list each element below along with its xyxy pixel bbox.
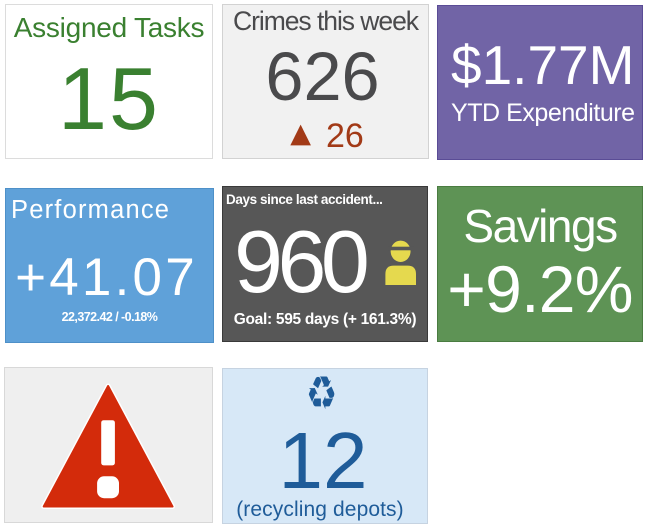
recycle-icon: ♻ [306,365,338,420]
card-savings[interactable]: Savings +9.2% [437,186,643,342]
savings-title: Savings [463,200,618,252]
accident-goal: Goal: 595 days (+ 161.3%) [233,310,417,328]
accident-value: 960 [234,212,370,311]
card-recycling-depots[interactable]: ♻ 12 (recycling depots) [222,368,428,524]
card-ytd-expenditure[interactable]: $1.77M YTD Expenditure [437,5,643,160]
crimes-value: 626 [265,38,380,115]
recycling-value: 12 [278,415,368,505]
card-days-since-accident[interactable]: Days since last accident... 960 Goal: 59… [222,186,428,342]
up-triangle-icon: ▲ [290,118,311,149]
card-performance[interactable]: Performance +41.07 22,372.42 / -0.18% [5,188,214,343]
card-assigned-tasks[interactable]: Assigned Tasks 15 [5,4,213,159]
warning-triangle-icon [41,383,175,509]
expenditure-value: $1.77M [451,33,635,96]
performance-title: Performance [11,195,171,224]
crimes-title: Crimes this week [233,5,419,36]
performance-value: +41.07 [15,247,198,307]
crimes-delta-value: 26 [325,116,364,155]
performance-detail: 22,372.42 / -0.18% [61,310,158,324]
accident-title: Days since last accident... [226,192,383,207]
worker-icon [385,240,416,285]
card-alert[interactable] [4,367,213,523]
card-crimes-this-week[interactable]: Crimes this week 626 ▲ 26 [222,4,429,159]
crimes-delta: ▲ 26 [225,119,430,153]
expenditure-label: YTD Expenditure [451,99,635,127]
savings-value: +9.2% [447,251,633,326]
assigned-tasks-value: 15 [58,48,160,148]
assigned-tasks-title: Assigned Tasks [13,12,205,43]
recycling-label: (recycling depots) [236,497,404,521]
